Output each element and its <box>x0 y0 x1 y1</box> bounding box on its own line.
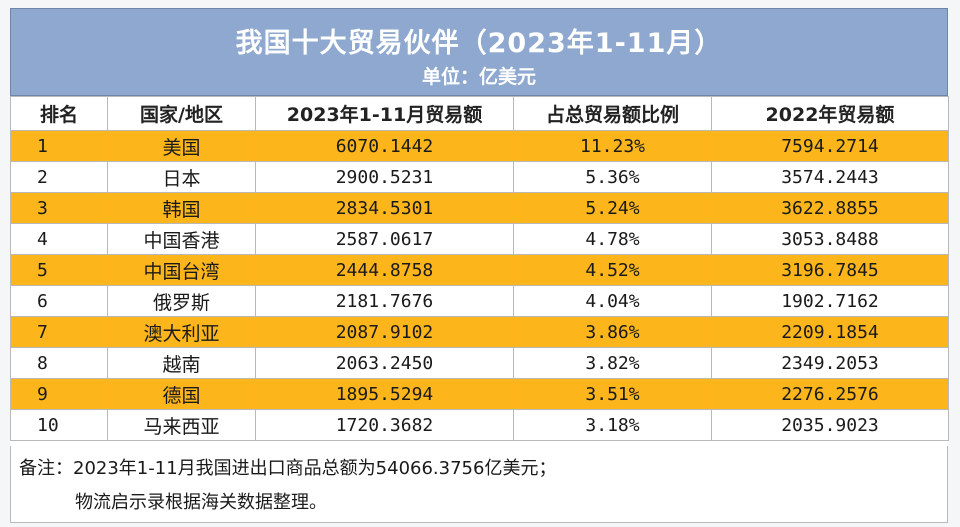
table-row: 5 中国台湾 2444.8758 4.52% 3196.7845 <box>10 254 949 286</box>
country-cell: 德国 <box>107 378 256 410</box>
country-cell: 韩国 <box>107 192 256 224</box>
share-cell: 5.24% <box>513 192 712 224</box>
share-cell: 11.23% <box>513 130 712 162</box>
country-cell: 越南 <box>107 347 256 379</box>
trade-2023-cell: 2063.2450 <box>255 347 514 379</box>
rank-cell: 9 <box>10 378 108 410</box>
share-cell: 3.51% <box>513 378 712 410</box>
trade-2023-cell: 2587.0617 <box>255 223 514 255</box>
trade-2023-cell: 1720.3682 <box>255 409 514 441</box>
share-cell: 3.86% <box>513 316 712 348</box>
table-row: 1 美国 6070.1442 11.23% 7594.2714 <box>10 130 949 162</box>
table-row: 7 澳大利亚 2087.9102 3.86% 2209.1854 <box>10 316 949 348</box>
share-cell: 4.52% <box>513 254 712 286</box>
page-title: 我国十大贸易伙伴（2023年1-11月） <box>235 28 723 59</box>
trade-2022-cell: 3622.8855 <box>711 192 949 224</box>
trade-2023-cell: 1895.5294 <box>255 378 514 410</box>
share-cell: 5.36% <box>513 161 712 193</box>
note-source: 物流启示录根据海关数据整理。 <box>75 492 327 513</box>
header-trade-2023: 2023年1-11月贸易额 <box>255 96 514 131</box>
country-cell: 马来西亚 <box>107 409 256 441</box>
rank-cell: 4 <box>10 223 108 255</box>
rank-cell: 8 <box>10 347 108 379</box>
trade-2022-cell: 3574.2443 <box>711 161 949 193</box>
country-cell: 美国 <box>107 130 256 162</box>
notes-block: 备注：2023年1-11月我国进出口商品总额为54066.3756亿美元； 物流… <box>10 446 948 523</box>
rank-cell: 6 <box>10 285 108 317</box>
country-cell: 中国香港 <box>107 223 256 255</box>
title-band: 我国十大贸易伙伴（2023年1-11月） 单位：亿美元 <box>10 8 948 96</box>
country-cell: 澳大利亚 <box>107 316 256 348</box>
trade-2022-cell: 2035.9023 <box>711 409 949 441</box>
trade-2022-cell: 3196.7845 <box>711 254 949 286</box>
table-row: 10 马来西亚 1720.3682 3.18% 2035.9023 <box>10 409 949 441</box>
country-cell: 俄罗斯 <box>107 285 256 317</box>
header-share: 占总贸易额比例 <box>513 96 712 131</box>
trade-2023-cell: 2834.5301 <box>255 192 514 224</box>
table-header-row: 排名 国家/地区 2023年1-11月贸易额 占总贸易额比例 2022年贸易额 <box>10 96 949 131</box>
trade-2022-cell: 1902.7162 <box>711 285 949 317</box>
rank-cell: 2 <box>10 161 108 193</box>
rank-cell: 5 <box>10 254 108 286</box>
rank-cell: 1 <box>10 130 108 162</box>
country-cell: 中国台湾 <box>107 254 256 286</box>
trade-2022-cell: 2209.1854 <box>711 316 949 348</box>
trade-table: 排名 国家/地区 2023年1-11月贸易额 占总贸易额比例 2022年贸易额 … <box>10 96 949 441</box>
trade-2023-cell: 2181.7676 <box>255 285 514 317</box>
share-cell: 4.04% <box>513 285 712 317</box>
country-cell: 日本 <box>107 161 256 193</box>
table-row: 8 越南 2063.2450 3.82% 2349.2053 <box>10 347 949 379</box>
trade-2022-cell: 2276.2576 <box>711 378 949 410</box>
table-row: 6 俄罗斯 2181.7676 4.04% 1902.7162 <box>10 285 949 317</box>
trade-2022-cell: 2349.2053 <box>711 347 949 379</box>
note-total-trade: 备注：2023年1-11月我国进出口商品总额为54066.3756亿美元； <box>19 458 557 479</box>
trade-2023-cell: 2087.9102 <box>255 316 514 348</box>
unit-subtitle: 单位：亿美元 <box>421 66 536 88</box>
share-cell: 3.18% <box>513 409 712 441</box>
table-row: 4 中国香港 2587.0617 4.78% 3053.8488 <box>10 223 949 255</box>
trade-2022-cell: 3053.8488 <box>711 223 949 255</box>
table-row: 9 德国 1895.5294 3.51% 2276.2576 <box>10 378 949 410</box>
share-cell: 4.78% <box>513 223 712 255</box>
trade-2023-cell: 2900.5231 <box>255 161 514 193</box>
trade-2022-cell: 7594.2714 <box>711 130 949 162</box>
rank-cell: 10 <box>10 409 108 441</box>
header-trade-2022: 2022年贸易额 <box>711 96 949 131</box>
rank-cell: 3 <box>10 192 108 224</box>
trade-2023-cell: 6070.1442 <box>255 130 514 162</box>
trade-partners-sheet: 我国十大贸易伙伴（2023年1-11月） 单位：亿美元 排名 国家/地区 202… <box>10 8 949 523</box>
header-country: 国家/地区 <box>107 96 256 131</box>
rank-cell: 7 <box>10 316 108 348</box>
table-row: 3 韩国 2834.5301 5.24% 3622.8855 <box>10 192 949 224</box>
share-cell: 3.82% <box>513 347 712 379</box>
header-rank: 排名 <box>10 96 108 131</box>
trade-2023-cell: 2444.8758 <box>255 254 514 286</box>
table-row: 2 日本 2900.5231 5.36% 3574.2443 <box>10 161 949 193</box>
